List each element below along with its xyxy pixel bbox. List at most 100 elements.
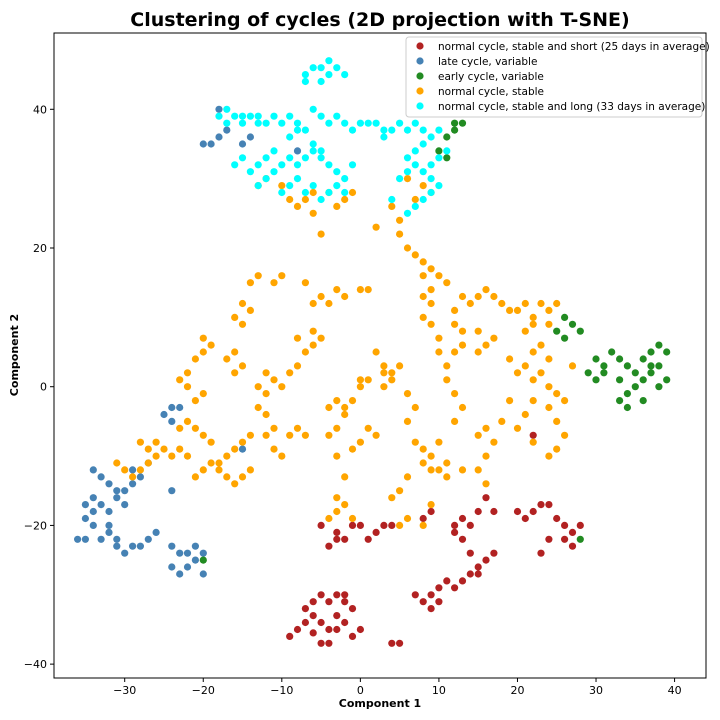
scatter-point-series-3 xyxy=(537,369,545,377)
scatter-point-series-3 xyxy=(411,195,419,204)
scatter-point-series-3 xyxy=(427,501,435,509)
scatter-point-series-3 xyxy=(403,390,412,398)
scatter-point-series-3 xyxy=(529,376,537,384)
scatter-point-series-1 xyxy=(176,549,184,557)
scatter-point-series-3 xyxy=(458,341,467,349)
scatter-point-series-3 xyxy=(427,320,435,328)
scatter-point-series-1 xyxy=(168,487,176,495)
scatter-point-series-4 xyxy=(341,71,349,79)
scatter-point-series-3 xyxy=(490,334,498,342)
scatter-point-series-1 xyxy=(81,501,89,509)
scatter-point-series-3 xyxy=(270,445,278,453)
scatter-point-series-3 xyxy=(458,292,467,301)
scatter-point-series-2 xyxy=(655,341,663,349)
scatter-point-series-0 xyxy=(561,535,569,543)
scatter-point-series-0 xyxy=(545,501,553,509)
scatter-point-series-1 xyxy=(207,140,215,148)
scatter-point-series-3 xyxy=(176,376,184,384)
y-tick-label: 20 xyxy=(33,242,47,255)
scatter-point-series-4 xyxy=(309,105,317,113)
scatter-point-series-4 xyxy=(223,119,231,127)
points-layer xyxy=(74,57,671,647)
scatter-point-series-3 xyxy=(403,514,412,523)
scatter-point-series-3 xyxy=(521,327,529,335)
scatter-point-series-3 xyxy=(238,362,247,370)
scatter-point-series-3 xyxy=(309,299,317,308)
scatter-point-series-3 xyxy=(199,334,207,342)
scatter-point-series-4 xyxy=(396,175,404,183)
scatter-point-series-0 xyxy=(451,521,459,530)
scatter-point-series-3 xyxy=(246,431,254,439)
scatter-point-series-3 xyxy=(309,341,317,349)
scatter-point-series-0 xyxy=(474,563,482,571)
scatter-point-series-4 xyxy=(333,168,341,176)
scatter-point-series-4 xyxy=(238,154,247,162)
scatter-point-series-3 xyxy=(411,251,419,259)
scatter-point-series-3 xyxy=(529,438,537,446)
chart-title: Clustering of cycles (2D projection with… xyxy=(130,9,629,31)
scatter-point-series-0 xyxy=(443,577,451,585)
scatter-point-series-3 xyxy=(301,431,309,439)
scatter-point-series-3 xyxy=(529,313,537,321)
scatter-point-series-0 xyxy=(419,514,427,523)
scatter-point-series-2 xyxy=(663,348,671,356)
scatter-point-series-0 xyxy=(341,535,349,543)
scatter-point-series-4 xyxy=(364,119,372,127)
scatter-point-series-3 xyxy=(513,424,522,432)
scatter-point-series-4 xyxy=(286,154,294,162)
scatter-point-series-3 xyxy=(396,362,404,370)
scatter-point-series-4 xyxy=(278,188,286,197)
scatter-point-series-3 xyxy=(451,390,459,398)
scatter-point-series-4 xyxy=(309,182,317,190)
scatter-point-series-1 xyxy=(89,507,97,516)
scatter-point-series-3 xyxy=(427,299,435,308)
scatter-point-series-3 xyxy=(199,348,207,356)
scatter-point-series-3 xyxy=(451,348,459,356)
scatter-point-series-3 xyxy=(380,369,388,377)
scatter-point-series-0 xyxy=(466,521,474,530)
scatter-point-series-3 xyxy=(427,265,435,273)
scatter-point-series-1 xyxy=(105,521,113,530)
scatter-point-series-1 xyxy=(183,563,192,571)
scatter-point-series-0 xyxy=(435,584,443,592)
scatter-point-series-0 xyxy=(427,507,435,516)
scatter-point-series-3 xyxy=(443,376,451,384)
scatter-point-series-4 xyxy=(403,168,412,176)
scatter-point-series-2 xyxy=(608,348,616,356)
scatter-point-series-0 xyxy=(396,639,404,647)
scatter-point-series-3 xyxy=(152,452,160,460)
scatter-point-series-3 xyxy=(262,369,270,377)
scatter-point-series-0 xyxy=(427,605,435,613)
scatter-point-series-1 xyxy=(223,126,231,134)
scatter-point-series-0 xyxy=(427,591,435,599)
scatter-point-series-4 xyxy=(380,126,388,134)
scatter-point-series-0 xyxy=(458,577,467,585)
scatter-point-series-3 xyxy=(403,417,412,425)
scatter-point-series-3 xyxy=(443,362,451,370)
scatter-point-series-4 xyxy=(411,202,419,210)
scatter-point-series-3 xyxy=(545,355,553,363)
scatter-point-series-0 xyxy=(474,507,482,516)
scatter-point-series-4 xyxy=(278,119,286,127)
scatter-point-series-3 xyxy=(561,397,569,405)
scatter-point-series-1 xyxy=(121,549,129,557)
scatter-point-series-3 xyxy=(561,431,569,439)
scatter-point-series-3 xyxy=(183,383,192,391)
scatter-point-series-3 xyxy=(435,334,443,342)
scatter-point-series-2 xyxy=(639,397,647,405)
scatter-point-series-4 xyxy=(231,112,239,120)
scatter-point-series-3 xyxy=(246,466,254,474)
scatter-point-series-3 xyxy=(506,397,514,405)
legend-marker xyxy=(416,57,424,65)
scatter-point-series-3 xyxy=(356,286,364,294)
scatter-point-series-0 xyxy=(325,625,333,634)
scatter-point-series-0 xyxy=(513,507,522,516)
scatter-point-series-3 xyxy=(317,292,325,301)
scatter-point-series-1 xyxy=(113,542,121,550)
scatter-point-series-3 xyxy=(419,521,427,530)
scatter-point-series-4 xyxy=(372,119,380,127)
x-axis-label: Component 1 xyxy=(339,697,421,710)
scatter-point-series-3 xyxy=(238,320,247,328)
scatter-point-series-0 xyxy=(490,549,498,557)
